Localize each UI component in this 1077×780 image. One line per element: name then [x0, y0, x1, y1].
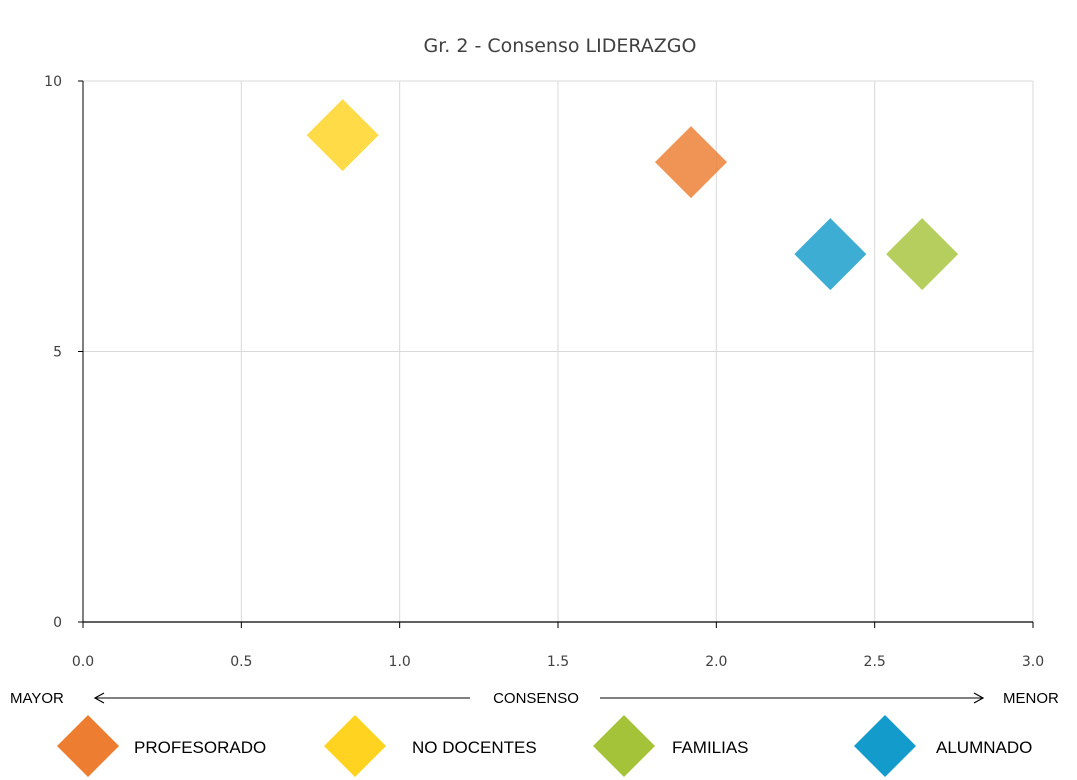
axis-caption-left: MAYOR [10, 690, 64, 707]
y-tick-labels: 0 5 10 [44, 74, 62, 631]
axes [78, 80, 1034, 628]
y-tick-label: 5 [53, 345, 62, 361]
legend-marker-no-docentes [324, 715, 386, 777]
legend-marker-familias [593, 715, 655, 777]
arrow-right-icon [973, 692, 985, 704]
legend-marker-profesorado [57, 715, 119, 777]
legend-label-familias: FAMILIAS [672, 738, 749, 757]
x-tick-label: 1.5 [547, 654, 569, 670]
legend-label-profesorado: PROFESORADO [134, 738, 266, 757]
x-tick-label: 0.0 [72, 654, 94, 670]
data-points [306, 99, 959, 291]
legend-marker-alumnado [854, 715, 916, 777]
y-tick-label: 0 [53, 615, 62, 631]
x-tick-label: 3.0 [1022, 654, 1044, 670]
axis-caption-right: MENOR [1003, 690, 1059, 707]
arrow-left-icon [93, 692, 105, 704]
consenso-axis-caption: MAYOR CONSENSO MENOR [10, 690, 1059, 707]
point-profesorado [655, 126, 727, 199]
point-no-docentes [306, 99, 379, 172]
x-tick-labels: 0.0 0.5 1.0 1.5 2.0 2.5 3.0 [72, 654, 1044, 670]
point-alumnado [794, 218, 867, 291]
grid-lines [83, 80, 1034, 622]
chart-title: Gr. 2 - Consenso LIDERAZGO [424, 35, 697, 57]
y-tick-label: 10 [44, 74, 62, 90]
x-tick-label: 2.0 [705, 654, 727, 670]
point-familias [886, 218, 959, 291]
x-tick-label: 0.5 [230, 654, 252, 670]
axis-caption-center: CONSENSO [493, 690, 579, 707]
x-tick-label: 2.5 [864, 654, 886, 670]
legend-label-no-docentes: NO DOCENTES [412, 738, 537, 757]
x-tick-label: 1.0 [389, 654, 411, 670]
legend-label-alumnado: ALUMNADO [936, 738, 1032, 757]
legend: PROFESORADO NO DOCENTES FAMILIAS ALUMNADO [57, 715, 1032, 777]
